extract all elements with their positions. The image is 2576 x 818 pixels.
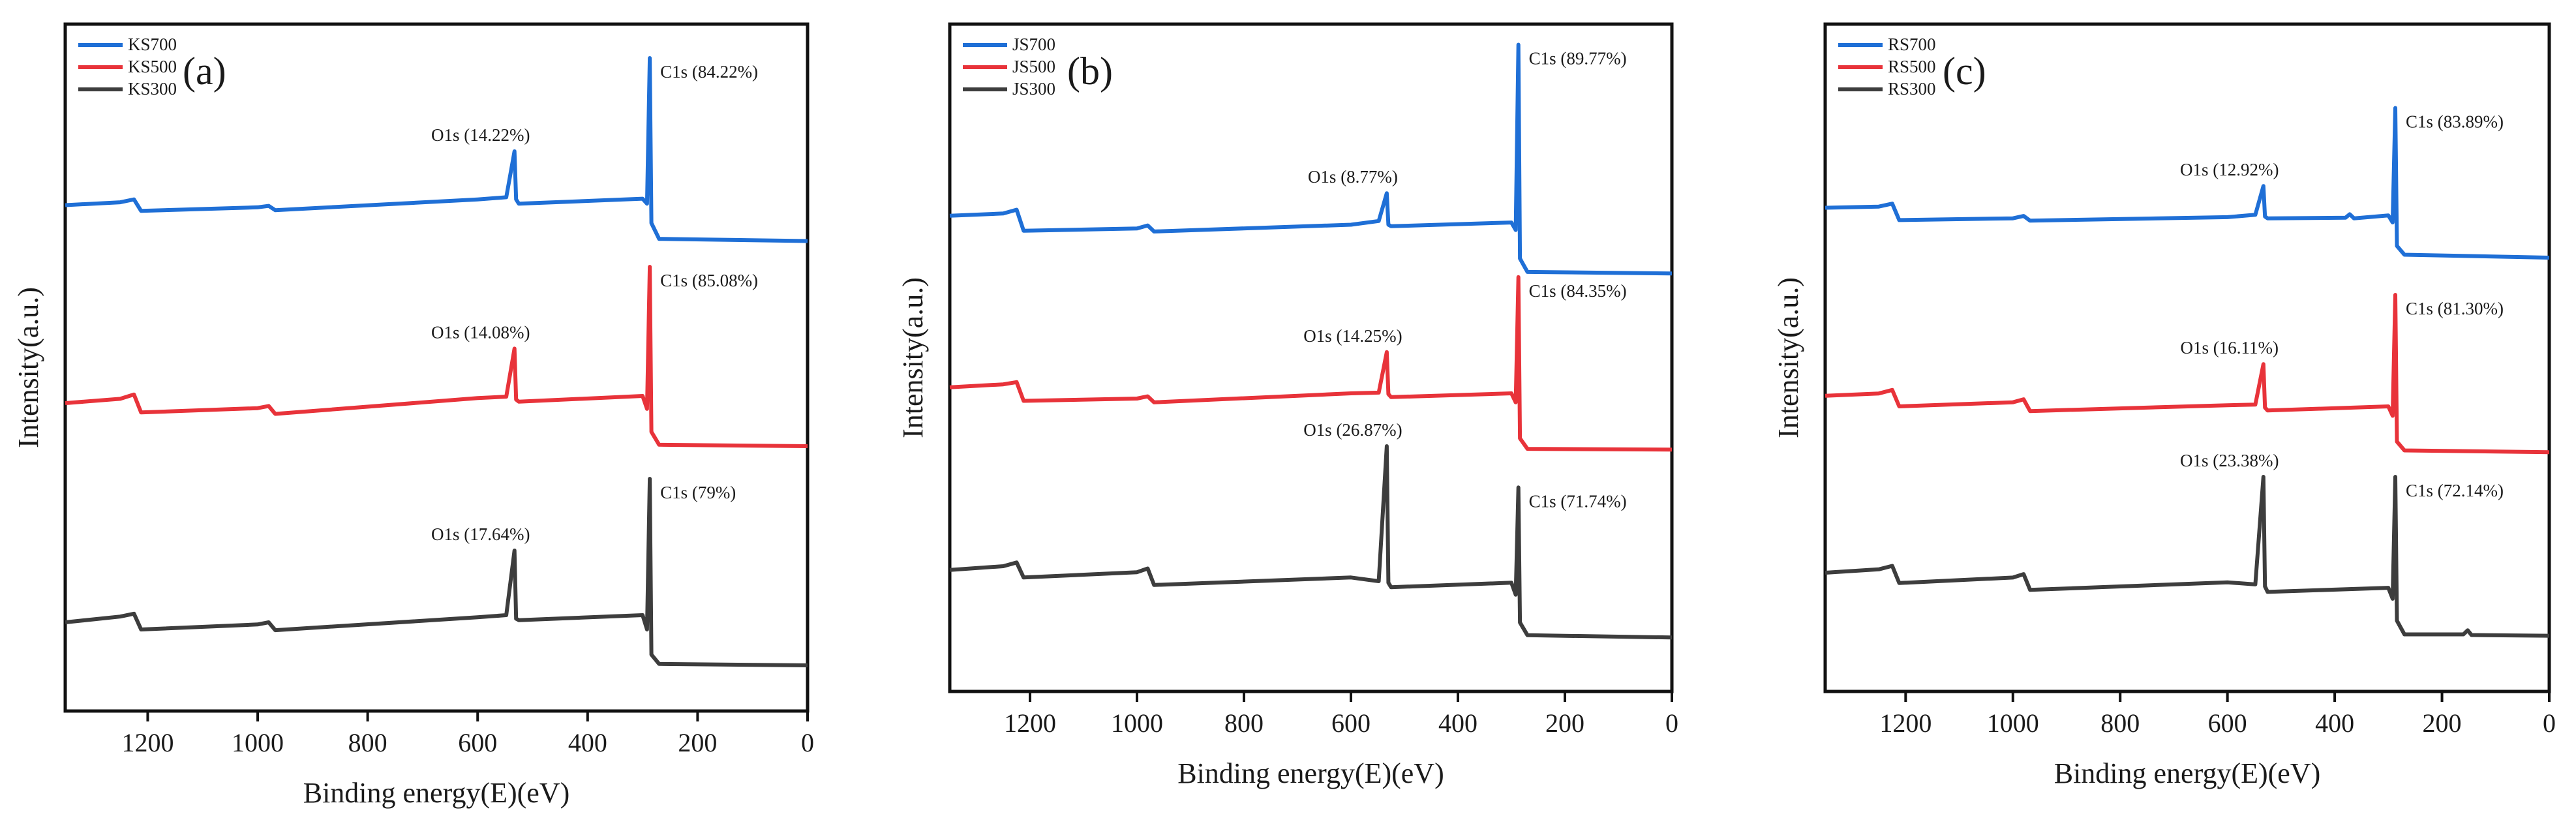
x-tick-label: 400 [1438, 708, 1477, 738]
x-tick-label: 800 [2100, 708, 2140, 738]
chart-panel-b: 1200 1000 800 600 400 200 0 Binding energy(E)(e… [897, 22, 1678, 789]
legend-label: KS500 [128, 57, 177, 76]
panel-label: (c) [1943, 50, 1986, 93]
peak-annotation: C1s (85.08%) [660, 271, 758, 290]
y-axis-title: Intensity(a.u.) [12, 287, 44, 448]
series-line-rs500 [1825, 293, 2550, 455]
x-axis-title: Binding energy(E)(eV) [303, 777, 570, 809]
series-line-js700 [949, 42, 1673, 276]
peak-annotation: C1s (84.35%) [1529, 281, 1627, 301]
peak-annotation: O1s (23.38%) [2180, 451, 2279, 470]
peak-annotation: C1s (89.77%) [1529, 49, 1627, 68]
peak-annotation: O1s (26.87%) [1303, 420, 1402, 440]
series-line-ks500 [65, 265, 808, 448]
x-tick-label: 400 [2315, 708, 2354, 738]
legend-label: KS300 [128, 79, 177, 98]
x-tick-label: 1200 [121, 728, 174, 757]
series-line-ks700 [65, 56, 808, 243]
panel-label: (b) [1067, 50, 1113, 93]
peak-annotation: C1s (84.22%) [660, 62, 758, 82]
x-tick-label: 200 [2423, 708, 2462, 738]
x-tick-label: 1000 [1111, 708, 1163, 738]
legend-label: RS300 [1888, 79, 1936, 98]
series-line-js300 [949, 444, 1673, 640]
peak-annotation: O1s (12.92%) [2180, 160, 2279, 179]
chart-panel-a: 1200 1000 800 600 400 200 0 Binding energy(E)(e… [12, 22, 814, 809]
x-tick-label: 600 [1331, 708, 1371, 738]
panel-label: (a) [183, 50, 226, 93]
x-tick-label: 800 [348, 728, 387, 757]
chart-panel-c: 1200 1000 800 600 400 200 0 Binding energy(E)(e… [1772, 22, 2556, 789]
x-tick-label: 0 [1665, 708, 1678, 738]
x-tick-label: 800 [1224, 708, 1264, 738]
legend-label: JS300 [1012, 79, 1055, 98]
legend-label: JS500 [1012, 57, 1055, 76]
x-tick-label: 600 [458, 728, 497, 757]
peak-annotation: C1s (72.14%) [2406, 481, 2504, 500]
peak-annotation: O1s (8.77%) [1308, 167, 1398, 187]
plot-frame [948, 22, 1674, 693]
x-tick-label: 600 [2208, 708, 2247, 738]
peak-annotation: C1s (71.74%) [1529, 491, 1627, 511]
x-tick-label: 1000 [1987, 708, 2039, 738]
peak-annotation: O1s (17.64%) [431, 524, 530, 544]
x-tick-label: 0 [801, 728, 814, 757]
y-axis-title: Intensity(a.u.) [1772, 277, 1804, 438]
series-line-js500 [949, 275, 1673, 452]
x-axis-title: Binding energy(E)(eV) [2054, 757, 2321, 789]
y-axis-title: Intensity(a.u.) [897, 277, 929, 438]
peak-annotation: C1s (81.30%) [2406, 299, 2504, 318]
legend-label: RS500 [1888, 57, 1936, 76]
x-tick-label: 1000 [232, 728, 284, 757]
x-tick-label: 400 [568, 728, 607, 757]
peak-annotation: O1s (14.08%) [431, 322, 530, 342]
peak-annotation: O1s (14.25%) [1303, 326, 1402, 346]
x-tick-label: 0 [2543, 708, 2556, 738]
x-tick-label: 1200 [1004, 708, 1056, 738]
peak-annotation: C1s (83.89%) [2406, 112, 2504, 132]
peak-annotation: O1s (16.11%) [2181, 338, 2279, 357]
x-axis-title: Binding energy(E)(eV) [1177, 757, 1444, 789]
plot-frame [63, 22, 810, 713]
legend-label: KS700 [128, 35, 177, 54]
peak-annotation: C1s (79%) [660, 483, 736, 502]
plot-frame [1823, 22, 2551, 693]
x-tick-label: 200 [1545, 708, 1584, 738]
x-tick-label: 1200 [1879, 708, 1932, 738]
x-tick-label: 200 [678, 728, 717, 757]
series-line-rs300 [1825, 475, 2550, 638]
series-line-rs700 [1825, 106, 2550, 260]
legend-label: RS700 [1888, 35, 1936, 54]
series-line-ks300 [65, 477, 808, 667]
peak-annotation: O1s (14.22%) [431, 125, 530, 145]
legend-label: JS700 [1012, 35, 1055, 54]
